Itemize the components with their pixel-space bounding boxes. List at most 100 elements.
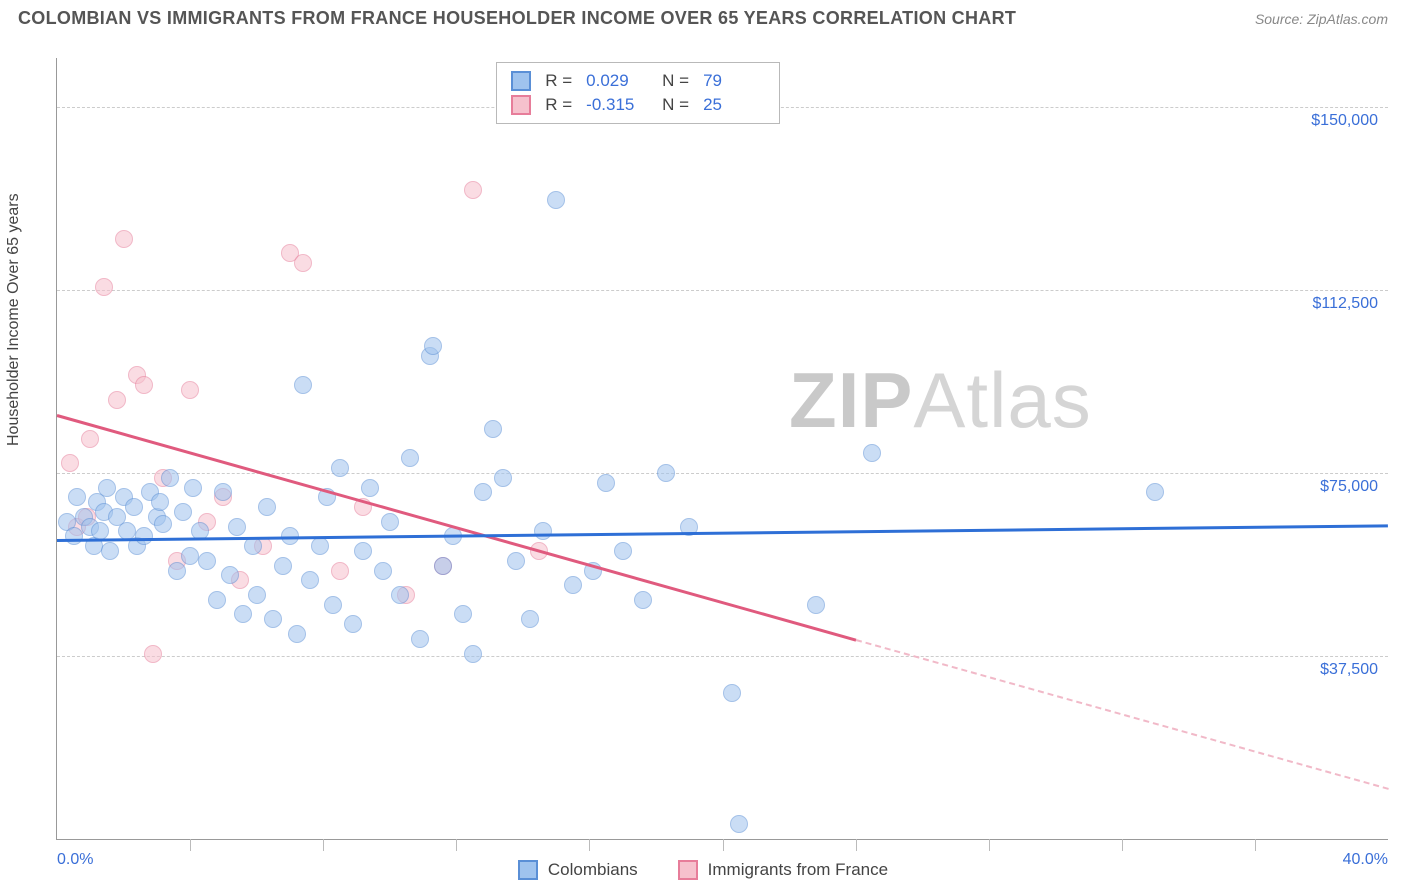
data-point bbox=[311, 537, 329, 555]
data-point bbox=[234, 605, 252, 623]
data-point bbox=[68, 488, 86, 506]
data-point bbox=[181, 547, 199, 565]
data-point bbox=[344, 615, 362, 633]
data-point bbox=[101, 542, 119, 560]
source-attribution: Source: ZipAtlas.com bbox=[1255, 11, 1388, 27]
swatch-icon bbox=[518, 860, 538, 880]
data-point bbox=[354, 542, 372, 560]
data-point bbox=[264, 610, 282, 628]
swatch-icon bbox=[511, 71, 531, 91]
x-tick bbox=[190, 839, 191, 851]
data-point bbox=[181, 381, 199, 399]
data-point bbox=[547, 191, 565, 209]
data-point bbox=[248, 586, 266, 604]
data-point bbox=[301, 571, 319, 589]
x-tick bbox=[1122, 839, 1123, 851]
regression-line bbox=[855, 639, 1388, 790]
data-point bbox=[288, 625, 306, 643]
swatch-icon bbox=[511, 95, 531, 115]
data-point bbox=[807, 596, 825, 614]
legend-label: Immigrants from France bbox=[708, 860, 888, 880]
data-point bbox=[161, 469, 179, 487]
data-point bbox=[424, 337, 442, 355]
data-point bbox=[221, 566, 239, 584]
gridline bbox=[57, 656, 1388, 657]
watermark: ZIPAtlas bbox=[789, 355, 1092, 446]
data-point bbox=[125, 498, 143, 516]
r-value: 0.029 bbox=[586, 71, 648, 91]
data-point bbox=[381, 513, 399, 531]
chart-title: COLOMBIAN VS IMMIGRANTS FROM FRANCE HOUS… bbox=[18, 8, 1016, 29]
regression-line bbox=[57, 524, 1388, 542]
data-point bbox=[144, 645, 162, 663]
data-point bbox=[1146, 483, 1164, 501]
data-point bbox=[411, 630, 429, 648]
data-point bbox=[434, 557, 452, 575]
data-point bbox=[863, 444, 881, 462]
y-tick-label: $37,500 bbox=[1320, 661, 1378, 679]
data-point bbox=[401, 449, 419, 467]
data-point bbox=[614, 542, 632, 560]
bottom-legend: Colombians Immigrants from France bbox=[0, 860, 1406, 880]
swatch-icon bbox=[678, 860, 698, 880]
y-tick-label: $150,000 bbox=[1311, 112, 1378, 130]
data-point bbox=[151, 493, 169, 511]
data-point bbox=[521, 610, 539, 628]
data-point bbox=[154, 515, 172, 533]
data-point bbox=[115, 230, 133, 248]
data-point bbox=[274, 557, 292, 575]
data-point bbox=[135, 527, 153, 545]
data-point bbox=[723, 684, 741, 702]
r-label: R = bbox=[545, 71, 572, 91]
gridline bbox=[57, 290, 1388, 291]
data-point bbox=[135, 376, 153, 394]
data-point bbox=[564, 576, 582, 594]
legend-item-france: Immigrants from France bbox=[678, 860, 888, 880]
x-tick bbox=[456, 839, 457, 851]
data-point bbox=[208, 591, 226, 609]
data-point bbox=[108, 391, 126, 409]
y-tick-label: $75,000 bbox=[1320, 478, 1378, 496]
data-point bbox=[214, 483, 232, 501]
data-point bbox=[258, 498, 276, 516]
legend-item-colombians: Colombians bbox=[518, 860, 638, 880]
r-value: -0.315 bbox=[586, 95, 648, 115]
data-point bbox=[361, 479, 379, 497]
data-point bbox=[484, 420, 502, 438]
data-point bbox=[81, 430, 99, 448]
x-tick bbox=[856, 839, 857, 851]
data-point bbox=[494, 469, 512, 487]
data-point bbox=[331, 562, 349, 580]
data-point bbox=[464, 181, 482, 199]
n-value: 25 bbox=[703, 95, 765, 115]
correlation-legend: R =0.029N =79R =-0.315N =25 bbox=[496, 62, 780, 124]
data-point bbox=[331, 459, 349, 477]
data-point bbox=[198, 552, 216, 570]
n-label: N = bbox=[662, 71, 689, 91]
data-point bbox=[95, 278, 113, 296]
data-point bbox=[294, 254, 312, 272]
data-point bbox=[98, 479, 116, 497]
data-point bbox=[374, 562, 392, 580]
x-tick bbox=[1255, 839, 1256, 851]
data-point bbox=[730, 815, 748, 833]
legend-row: R = -0.315 N = 25 bbox=[511, 93, 765, 117]
legend-row: R =0.029N =79 bbox=[511, 69, 765, 93]
data-point bbox=[324, 596, 342, 614]
data-point bbox=[391, 586, 409, 604]
data-point bbox=[474, 483, 492, 501]
x-tick bbox=[323, 839, 324, 851]
data-point bbox=[657, 464, 675, 482]
data-point bbox=[464, 645, 482, 663]
data-point bbox=[65, 527, 83, 545]
data-point bbox=[597, 474, 615, 492]
data-point bbox=[454, 605, 472, 623]
legend-label: Colombians bbox=[548, 860, 638, 880]
data-point bbox=[184, 479, 202, 497]
r-label: R = bbox=[545, 95, 572, 115]
n-label: N = bbox=[662, 95, 689, 115]
y-axis-title: Householder Income Over 65 years bbox=[5, 193, 23, 446]
data-point bbox=[507, 552, 525, 570]
data-point bbox=[174, 503, 192, 521]
y-tick-label: $112,500 bbox=[1312, 295, 1378, 313]
